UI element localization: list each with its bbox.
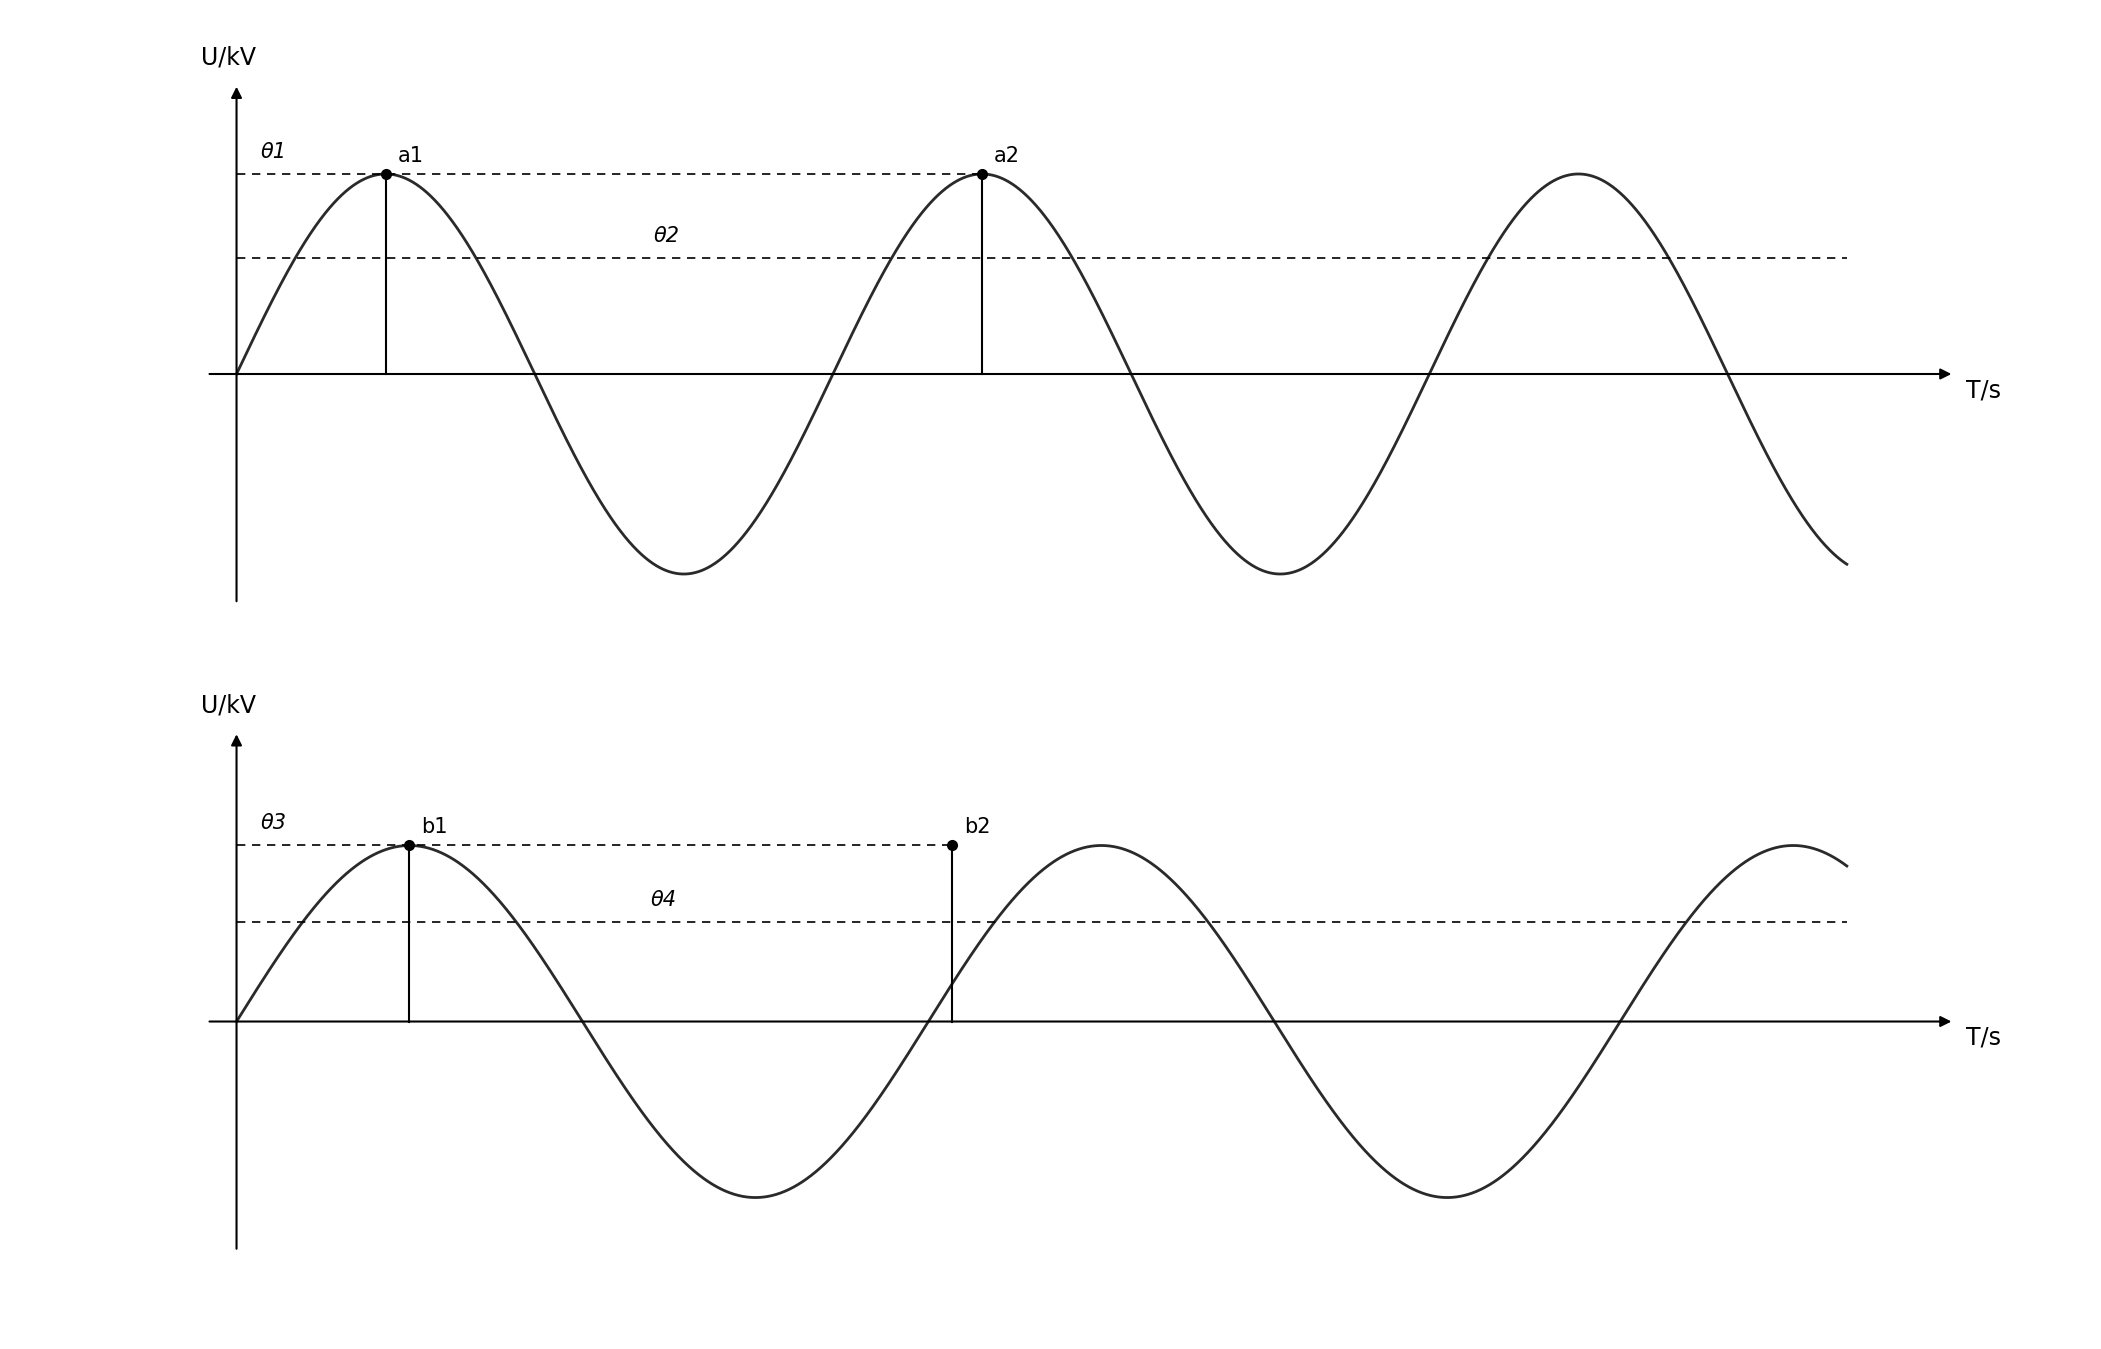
Text: U/kV: U/kV xyxy=(202,693,256,718)
Text: U/kV: U/kV xyxy=(202,46,256,70)
Text: θ3: θ3 xyxy=(261,813,286,834)
Text: θ2: θ2 xyxy=(653,227,681,246)
Text: θ1: θ1 xyxy=(261,142,286,162)
Text: a1: a1 xyxy=(397,146,424,166)
Text: T/s: T/s xyxy=(1967,1025,2000,1050)
Text: b1: b1 xyxy=(422,817,448,838)
Text: T/s: T/s xyxy=(1967,378,2000,402)
Text: a2: a2 xyxy=(994,146,1019,166)
Text: θ4: θ4 xyxy=(651,889,677,909)
Text: b2: b2 xyxy=(964,817,992,838)
